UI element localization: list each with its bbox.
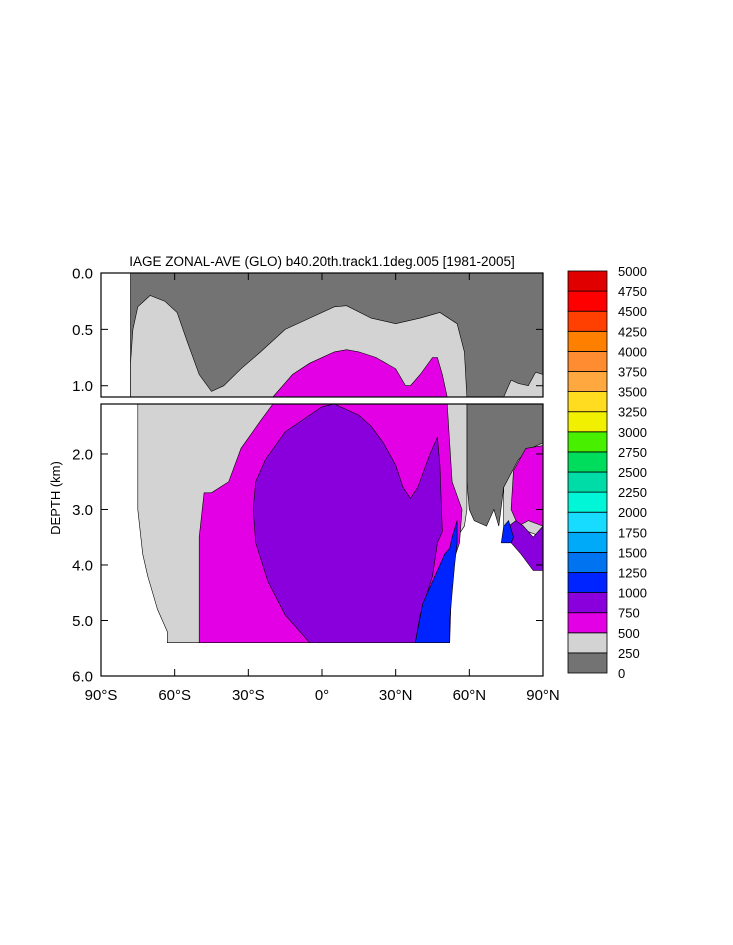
colorbar-swatch: [567, 310, 608, 332]
y-lower-tick-label: 3.0: [72, 502, 93, 519]
colorbar-swatch: [567, 270, 608, 292]
axes: 0.0 0.5 1.0 2.0 3.0 4.0 5.0 6.090°S 60°S 30°S 0° 30…: [72, 266, 560, 705]
upper-contour-500-3: [272, 349, 448, 398]
colorbar-swatch: [567, 491, 608, 513]
colorbar-label: 3750: [618, 365, 647, 380]
lower-contour-500-4: [510, 445, 544, 527]
colorbar-swatch: [567, 411, 608, 433]
y-axis-label: DEPTH (km): [48, 461, 63, 535]
colorbar-swatch: [567, 290, 608, 312]
colorbar-label: 1750: [618, 525, 647, 540]
y-lower-tick-label: 6.0: [72, 669, 93, 686]
y-lower-tick-label: 4.0: [72, 557, 93, 574]
colorbar-swatch: [567, 471, 608, 493]
colorbar-label: 1500: [618, 545, 647, 560]
x-tick-label: 60°S: [158, 687, 191, 704]
lower-contour-1000-8: [500, 519, 514, 544]
colorbar-label: 250: [618, 646, 640, 661]
x-tick-label: 90°S: [85, 687, 118, 704]
colorbar-label: 3250: [618, 405, 647, 420]
colorbar-label: 750: [618, 606, 640, 621]
y-upper-tick-label: 0.5: [72, 322, 93, 339]
colorbar-label: 3000: [618, 425, 647, 440]
x-tick-label: 90°N: [526, 687, 560, 704]
colorbar-swatch: [567, 592, 608, 614]
x-tick-label: 30°S: [232, 687, 265, 704]
colorbar-label: 1250: [618, 566, 647, 581]
x-tick-label: 60°N: [453, 687, 487, 704]
colorbar-label: 2000: [618, 505, 647, 520]
colorbar-swatch: [567, 612, 608, 634]
upper-panel: [130, 272, 544, 398]
colorbar-label: 1000: [618, 586, 647, 601]
y-lower-tick-label: 5.0: [72, 613, 93, 630]
colorbar-swatch: [567, 431, 608, 453]
colorbar-label: 4500: [618, 304, 647, 319]
x-tick-label: 0°: [315, 687, 329, 704]
lower-contour-1000-7: [414, 520, 458, 644]
colorbar-label: 500: [618, 626, 640, 641]
colorbar-swatch: [567, 371, 608, 393]
colorbar-label: 4750: [618, 284, 647, 299]
colorbar-label: 5000: [618, 264, 647, 279]
colorbar-swatch: [567, 572, 608, 594]
colorbar-label: 2500: [618, 465, 647, 480]
x-tick-label: 30°N: [379, 687, 413, 704]
y-upper-tick-label: 1.0: [72, 378, 93, 395]
colorbar-swatch: [567, 350, 608, 372]
colorbar-label: 0: [618, 666, 625, 681]
colorbar-swatch: [567, 632, 608, 654]
colorbar-label: 4000: [618, 344, 647, 359]
lower-contour-750-5: [252, 403, 443, 644]
colorbar-swatch: [567, 652, 608, 674]
colorbar-swatch: [567, 511, 608, 533]
colorbar-swatch: [567, 552, 608, 573]
y-upper-tick-label: 0.0: [72, 266, 93, 283]
lower-panel: [137, 403, 544, 644]
colorbar-swatch: [567, 531, 608, 553]
colorbar: 0 250 500 750 1000 1250 1500 1750 2000 2250 2500 27…: [567, 264, 647, 681]
colorbar-swatch: [567, 330, 608, 352]
colorbar-swatch: [567, 391, 608, 413]
y-lower-tick-label: 2.0: [72, 446, 93, 463]
colorbar-swatch: [567, 451, 608, 473]
colorbar-label: 4250: [618, 324, 647, 339]
colorbar-label: 2750: [618, 445, 647, 460]
colorbar-label: 2250: [618, 485, 647, 500]
chart-title: IAGE ZONAL-AVE (GLO) b40.20th.track1.1de…: [129, 254, 514, 269]
colorbar-label: 3500: [618, 385, 647, 400]
